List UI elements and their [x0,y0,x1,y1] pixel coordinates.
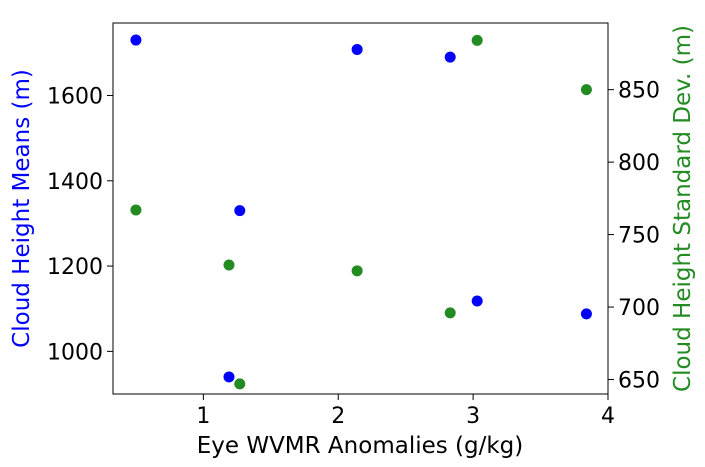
mean-point [471,295,483,307]
left-y-axis-label: Cloud Height Means (m) [9,69,35,348]
y2-tick-label: 750 [618,224,660,249]
mean-point [234,205,246,217]
stddev-point [223,259,235,271]
stddev-point [444,307,456,319]
left-y-axis-ticks: 1000 1200 1400 1600 [47,84,113,365]
y-tick-label: 1600 [47,84,103,109]
x-axis-label: Eye WVMR Anomalies (g/kg) [197,433,524,459]
x-tick-label: 4 [601,404,615,429]
mean-point [580,308,592,320]
x-tick-label: 3 [466,404,480,429]
y-tick-label: 1400 [47,170,103,195]
stddev-point [130,204,142,216]
y2-tick-label: 650 [618,369,660,394]
mean-point [223,371,235,383]
stddev-point [351,265,363,277]
y2-tick-label: 850 [618,79,660,104]
y2-tick-label: 700 [618,296,660,321]
right-y-axis-ticks: 650 700 750 800 850 [608,79,660,394]
x-tick-label: 2 [331,404,345,429]
y2-tick-label: 800 [618,151,660,176]
stddev-point [234,378,246,390]
right-series-points [130,34,592,390]
right-y-axis-label: Cloud Height Standard Dev. (m) [670,25,696,392]
y-tick-label: 1000 [47,340,103,365]
x-tick-label: 1 [196,404,210,429]
plot-frame [112,22,609,395]
y-tick-label: 1200 [47,255,103,280]
mean-point [444,51,456,63]
stddev-point [471,34,483,46]
stddev-point [580,84,592,96]
left-series-points [130,34,592,383]
mean-point [130,34,142,46]
mean-point [351,43,363,55]
x-axis-ticks: 1 2 3 4 [196,394,615,429]
